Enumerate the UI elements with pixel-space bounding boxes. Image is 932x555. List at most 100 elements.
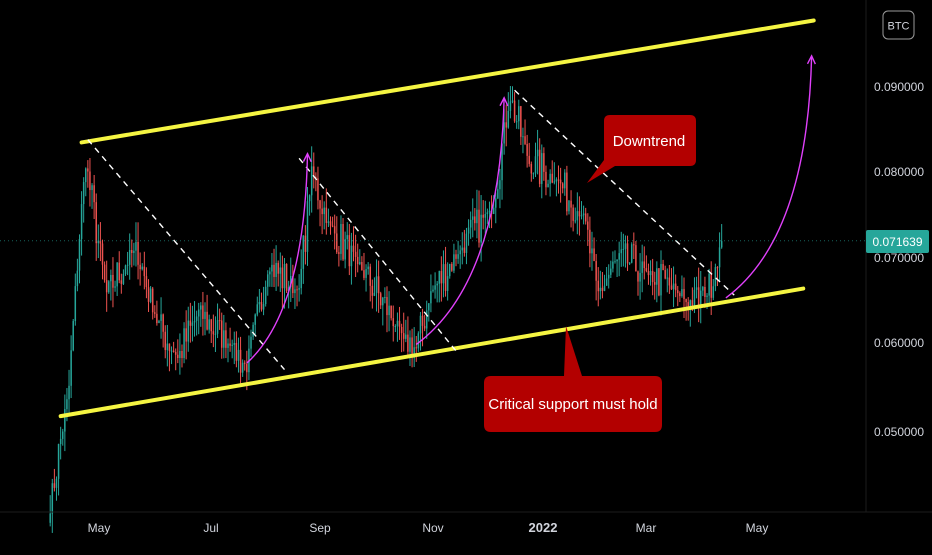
candle [641, 244, 643, 293]
price-axis[interactable]: 0.090000 0.080000 0.070000 0.060000 0.05… [874, 80, 924, 439]
candle-body [279, 267, 282, 274]
candle-body [373, 292, 376, 296]
candle-body [545, 171, 547, 188]
candle-body [191, 322, 194, 326]
candle [122, 269, 125, 285]
candle-body [421, 315, 424, 326]
candle [216, 303, 219, 339]
candle [645, 255, 648, 273]
candle-body [78, 238, 81, 271]
candle-body [126, 264, 129, 266]
candle-body [315, 176, 317, 179]
candle-body [541, 153, 543, 184]
candle [656, 261, 658, 303]
candle [277, 260, 279, 287]
candle [584, 207, 587, 225]
channel-lower-line[interactable] [58, 286, 806, 419]
projection-arrow-head [302, 151, 312, 163]
candle [589, 216, 591, 268]
candle-body [292, 275, 294, 294]
candle-body [325, 207, 328, 223]
candle-body [419, 315, 422, 334]
candle-body [262, 304, 265, 310]
candle-body [656, 268, 658, 285]
projection-arrow[interactable] [415, 97, 505, 345]
candle-body [712, 286, 715, 298]
candle [55, 476, 58, 501]
candle-body [275, 262, 277, 277]
symbol-badge[interactable]: BTC [882, 10, 915, 40]
candle [622, 233, 625, 267]
candle [156, 300, 158, 326]
candle-body [532, 173, 535, 175]
candle-body [501, 143, 503, 181]
projection-arrow[interactable] [246, 153, 309, 364]
candle [93, 175, 95, 220]
candle-body [131, 249, 133, 253]
candle [566, 165, 568, 216]
current-price-text: 0.071639 [872, 235, 922, 249]
candle [643, 246, 646, 280]
candle [120, 273, 123, 294]
candle-body [492, 207, 495, 214]
candle [128, 233, 131, 280]
candle-body [509, 101, 512, 111]
candle [350, 232, 353, 285]
candle-body [300, 268, 302, 289]
candle [394, 324, 397, 333]
candle-body [710, 273, 712, 298]
candle [463, 229, 466, 257]
candle-body [220, 320, 223, 348]
candle-body [522, 136, 524, 138]
candle [76, 258, 79, 292]
support-callout: Critical support must hold [484, 326, 662, 432]
price-tick-label: 0.060000 [874, 336, 924, 350]
candle-body [645, 268, 648, 271]
candle-body [97, 240, 100, 244]
candle [166, 324, 169, 367]
candle [444, 246, 447, 297]
channel-upper-line[interactable] [79, 18, 816, 145]
candle-body [298, 288, 300, 290]
candle [279, 252, 282, 292]
candle [195, 310, 198, 336]
candle [191, 305, 194, 342]
candle-body [64, 409, 66, 432]
projection-arrow[interactable] [725, 55, 813, 299]
candle-body [375, 276, 378, 293]
candle-body [547, 183, 549, 188]
candle [80, 191, 83, 256]
candle-body [572, 207, 574, 221]
candle [105, 260, 108, 312]
candle [390, 305, 392, 321]
candle-body [599, 287, 602, 292]
downtrend-dashed-line[interactable] [298, 157, 457, 352]
candle [239, 336, 242, 385]
candle-body [461, 247, 464, 251]
candle-body [183, 328, 185, 359]
time-tick-label: Nov [422, 521, 443, 535]
candle [252, 322, 254, 340]
candle [342, 218, 344, 261]
candle-body [555, 179, 558, 182]
candle [438, 270, 441, 303]
candle [231, 339, 233, 359]
candle [114, 280, 116, 292]
candle [264, 280, 267, 307]
candle [440, 256, 443, 302]
candle [149, 286, 152, 304]
candle [511, 86, 514, 104]
candle-body [365, 269, 367, 278]
candle [285, 263, 288, 293]
candle-body [382, 297, 384, 306]
candle [518, 99, 520, 130]
candle-body [68, 385, 70, 400]
candle-body [559, 179, 562, 184]
candle-body [614, 261, 616, 263]
candle-body [352, 245, 355, 252]
candle [545, 165, 547, 196]
time-axis[interactable]: May Jul Sep Nov 2022 Mar May [88, 520, 769, 535]
candle [534, 142, 537, 178]
candle [524, 119, 526, 146]
